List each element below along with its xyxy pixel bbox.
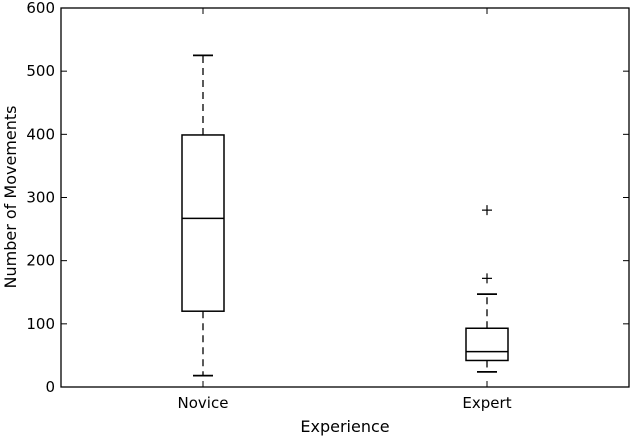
box-novice [181,54,225,377]
outlier-marker [482,273,492,284]
y-axis-label: Number of Movements [1,106,20,289]
y-tick-label: 0 [45,378,55,396]
y-tick-label: 600 [26,0,55,17]
y-tick-label: 300 [26,189,55,207]
boxes [181,54,509,377]
plot-frame [60,7,630,388]
x-axis-label: Experience [300,417,389,436]
y-ticks: 0 100 200 300 400 500 600 [26,0,629,396]
outlier-marker [482,205,492,216]
iqr-box [465,327,509,362]
y-tick-label: 200 [26,252,55,270]
y-tick-label: 500 [26,62,55,80]
x-tick-label: Expert [462,394,511,412]
y-tick-label: 400 [26,125,55,143]
x-tick-label: Novice [178,394,229,412]
y-tick-label: 100 [26,315,55,333]
x-ticks: Novice Expert [178,8,512,412]
iqr-box [181,134,225,312]
box-expert [465,205,509,373]
